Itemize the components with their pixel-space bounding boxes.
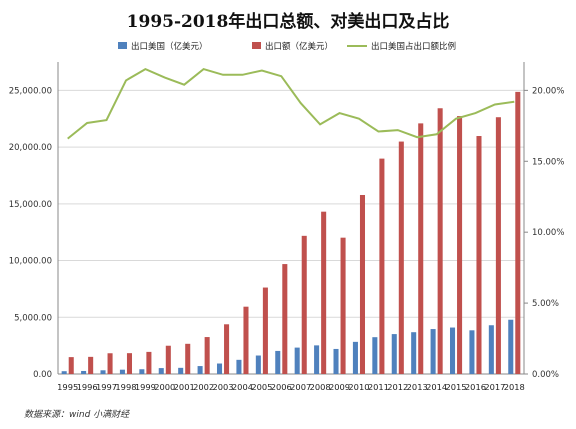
x-tick-label: 2000 <box>154 382 175 392</box>
bar-export-total <box>340 237 346 374</box>
x-tick-label: 2007 <box>290 382 311 392</box>
y-left-tick-label: 0.00 <box>33 370 52 380</box>
y-left-tick-label: 25,000.00 <box>9 86 52 96</box>
bar-export-total <box>398 141 404 374</box>
bar-export-usa <box>197 366 203 374</box>
y-left-tick-label: 20,000.00 <box>9 143 52 153</box>
bar-export-usa <box>469 330 475 374</box>
bar-export-total <box>418 123 424 374</box>
y-right-tick-label: 10.00% <box>532 228 564 238</box>
bar-export-usa <box>158 368 164 374</box>
chart-title: 1995-2018年出口总额、对美出口及占比 <box>126 12 450 32</box>
bar-export-total <box>126 353 133 374</box>
bar-export-total <box>437 108 443 374</box>
bar-export-usa <box>275 350 281 374</box>
bar-export-total <box>185 343 191 374</box>
bar-export-total <box>88 356 94 374</box>
x-tick-label: 2008 <box>310 382 331 392</box>
bar-export-usa <box>449 327 456 374</box>
bar-export-total <box>476 136 482 374</box>
bar-export-usa <box>411 332 417 374</box>
bar-export-usa <box>314 345 320 374</box>
bar-export-total <box>204 337 210 374</box>
bar-export-total <box>107 353 113 374</box>
x-tick-label: 2016 <box>465 382 486 392</box>
bar-export-usa <box>100 370 106 374</box>
x-tick-label: 2010 <box>348 382 369 392</box>
bar-export-usa <box>294 347 300 374</box>
bar-export-usa <box>139 369 145 374</box>
bar-export-usa <box>255 355 261 374</box>
bar-export-total <box>282 264 288 374</box>
x-tick-label: 2001 <box>174 382 195 392</box>
y-left-tick-label: 10,000.00 <box>9 257 52 267</box>
bar-export-total <box>301 235 307 374</box>
bar-export-total <box>379 158 385 374</box>
bar-export-usa <box>508 319 514 374</box>
x-tick-label: 2003 <box>212 382 233 392</box>
bar-export-usa <box>333 348 339 374</box>
bar-export-total <box>243 306 249 374</box>
x-tick-label: 2017 <box>484 382 505 392</box>
x-tick-label: 1996 <box>77 382 98 392</box>
bar-export-usa <box>178 367 184 374</box>
bar-export-usa <box>61 371 67 374</box>
bar-export-usa <box>352 341 358 374</box>
bar-export-total <box>457 116 463 374</box>
bar-export-total <box>359 194 366 374</box>
x-tick-label: 1997 <box>96 382 117 392</box>
bar-export-total <box>262 287 268 374</box>
x-tick-label: 2006 <box>271 382 292 392</box>
share-line <box>67 67 515 140</box>
x-tick-label: 2009 <box>329 382 350 392</box>
x-tick-label: 2013 <box>407 382 428 392</box>
x-tick-label: 1999 <box>135 382 156 392</box>
y-left-tick-label: 15,000.00 <box>9 200 52 210</box>
bar-export-usa <box>430 329 436 374</box>
legend-label: 出口额（亿美元） <box>265 41 333 52</box>
legend-swatch <box>252 42 261 49</box>
legend-swatch <box>118 42 127 49</box>
bar-export-total <box>68 357 74 374</box>
y-right-tick-label: 20.00% <box>532 86 564 96</box>
bar-export-total <box>495 117 501 375</box>
y-left-tick-label: 5,000.00 <box>14 313 52 323</box>
bar-export-total <box>146 351 152 374</box>
y-right-tick-label: 0.00% <box>532 370 559 380</box>
bar-export-usa <box>391 334 397 374</box>
legend-label: 出口美国占出口额比例 <box>371 41 456 52</box>
bar-export-usa <box>119 369 125 374</box>
bar-export-usa <box>216 363 223 374</box>
x-tick-label: 2018 <box>504 382 525 392</box>
bar-export-usa <box>372 337 378 374</box>
x-tick-label: 1998 <box>115 382 136 392</box>
bar-export-usa <box>81 370 87 374</box>
x-tick-label: 2004 <box>232 382 253 392</box>
bar-export-usa <box>236 359 242 374</box>
x-tick-label: 2015 <box>445 382 466 392</box>
y-right-tick-label: 5.00% <box>532 299 559 309</box>
x-tick-label: 2014 <box>426 382 447 392</box>
data-source-note: 数据来源：wind 小满财经 <box>24 410 130 420</box>
bar-export-usa <box>488 325 494 374</box>
legend-label: 出口美国（亿美元） <box>131 41 208 52</box>
x-tick-label: 2012 <box>387 382 408 392</box>
bar-export-total <box>165 345 171 374</box>
bar-export-total <box>321 211 327 374</box>
bar-export-total <box>515 91 521 374</box>
bar-export-total <box>224 324 230 374</box>
x-tick-label: 2002 <box>193 382 214 392</box>
x-tick-label: 2005 <box>251 382 272 392</box>
x-tick-label: 2011 <box>368 382 389 392</box>
y-right-tick-label: 15.00% <box>532 157 564 167</box>
x-tick-label: 1995 <box>57 382 78 392</box>
